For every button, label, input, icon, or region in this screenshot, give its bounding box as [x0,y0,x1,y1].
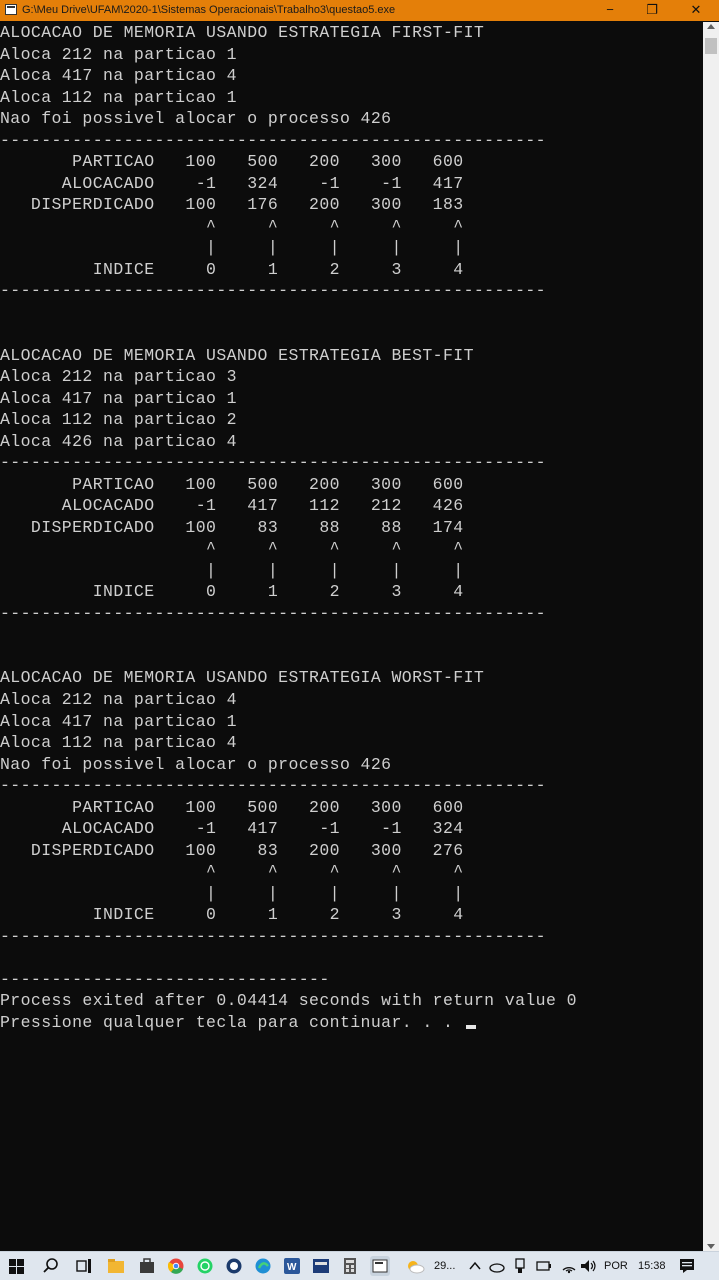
console-line: Aloca 212 na particao 3 [0,367,237,387]
wifi-icon[interactable] [561,1258,577,1274]
console-line: ----------------------------------------… [0,603,546,623]
console-line: ----------------------------------------… [0,926,546,946]
console-line: Aloca 112 na particao 2 [0,410,237,430]
console-line [0,302,703,324]
console-line: ----------------------------------------… [0,281,546,301]
console-line: ALOCACADO -1 417 112 212 426 [0,496,464,516]
console-line [0,947,703,969]
console-line: DISPERDICADO 100 176 200 300 183 [0,195,464,215]
console-line: INDICE 0 1 2 3 4 [0,582,464,602]
console-line: | | | | | [0,883,464,903]
weather-temp[interactable]: 29... [434,1260,456,1272]
console-line: ^ ^ ^ ^ ^ [0,216,464,236]
minimize-button[interactable]: − [606,2,614,17]
console-line: ALOCACAO DE MEMORIA USANDO ESTRATEGIA FI… [0,23,485,42]
console-line: DISPERDICADO 100 83 88 88 174 [0,517,464,537]
console-line: Aloca 112 na particao 1 [0,87,237,107]
console-line: ^ ^ ^ ^ ^ [0,862,464,882]
console-line: -------------------------------- [0,969,330,989]
console-line: Pressione qualquer tecla para continuar.… [0,1012,703,1034]
console-line: Aloca 417 na particao 1 [0,711,237,731]
scroll-thumb[interactable] [705,38,717,54]
chevron-up-icon[interactable] [469,1261,481,1271]
console-line [0,646,703,668]
console-line: INDICE 0 1 2 3 4 [0,905,464,925]
console-line: ^ ^ ^ ^ ^ [0,539,464,559]
console-line: Process exited after 0.04414 seconds wit… [0,991,577,1011]
console-line: Aloca 426 na particao 4 [0,431,237,451]
title-bar: G:\Meu Drive\UFAM\2020-1\Sistemas Operac… [0,0,719,21]
store-icon[interactable] [139,1258,155,1274]
console-line: | | | | | [0,238,464,258]
notifications-icon[interactable] [679,1258,695,1274]
scroll-up-icon[interactable] [707,24,715,29]
console-line: ----------------------------------------… [0,453,546,473]
vertical-scrollbar[interactable] [703,22,719,1252]
scroll-down-icon[interactable] [707,1244,715,1249]
console-line: ----------------------------------------… [0,776,546,796]
close-button[interactable]: ✕ [690,2,702,17]
console-line [0,323,703,345]
console-line: Aloca 212 na particao 1 [0,44,237,64]
console-line: Nao foi possivel alocar o processo 426 [0,754,392,774]
console-line: PARTICAO 100 500 200 300 600 [0,797,464,817]
svg-text:W: W [287,1262,297,1273]
console-line: PARTICAO 100 500 200 300 600 [0,152,464,172]
clock[interactable]: 15:38 [638,1260,666,1272]
console-line: INDICE 0 1 2 3 4 [0,259,464,279]
console-line: ALOCACAO DE MEMORIA USANDO ESTRATEGIA WO… [0,668,485,688]
console-line: Aloca 212 na particao 4 [0,689,237,709]
app-icon-a[interactable] [226,1258,242,1274]
battery-icon[interactable] [536,1259,552,1273]
console-line [0,624,703,646]
console-line: ----------------------------------------… [0,130,546,150]
restore-button[interactable]: ❐ [646,2,658,17]
edge-icon[interactable] [255,1258,271,1274]
word-icon[interactable]: W [284,1258,300,1274]
taskbar: W 29... POR 15:38 [0,1251,719,1280]
search-icon[interactable] [43,1258,59,1274]
console-taskbar-icon[interactable] [370,1256,390,1276]
usb-icon[interactable] [514,1258,526,1274]
console-line: DISPERDICADO 100 83 200 300 276 [0,840,464,860]
console-line: | | | | | [0,560,464,580]
devcpp-icon[interactable] [313,1258,329,1274]
whatsapp-icon[interactable] [197,1258,213,1274]
console-line: ALOCACADO -1 417 -1 -1 324 [0,819,464,839]
text-cursor [465,1024,476,1029]
chrome-icon[interactable] [167,1258,184,1274]
console-line: Aloca 417 na particao 4 [0,66,237,86]
console-app-icon [5,4,17,15]
task-view-icon[interactable] [76,1258,92,1274]
console-line: Nao foi possivel alocar o processo 426 [0,109,392,129]
weather-icon[interactable] [405,1258,425,1274]
console-line: Aloca 112 na particao 4 [0,733,237,753]
console-output[interactable]: ALOCACAO DE MEMORIA USANDO ESTRATEGIA FI… [0,22,703,1252]
file-explorer-icon[interactable] [108,1258,124,1274]
calculator-icon[interactable] [342,1258,358,1274]
language-indicator[interactable]: POR [604,1260,628,1272]
console-line: Aloca 417 na particao 1 [0,388,237,408]
console-line: PARTICAO 100 500 200 300 600 [0,474,464,494]
console-line: ALOCACADO -1 324 -1 -1 417 [0,173,464,193]
volume-icon[interactable] [580,1258,598,1274]
console-line: ALOCACAO DE MEMORIA USANDO ESTRATEGIA BE… [0,345,474,365]
onedrive-icon[interactable] [489,1259,505,1273]
windows-start-icon[interactable] [9,1259,24,1274]
window-title: G:\Meu Drive\UFAM\2020-1\Sistemas Operac… [22,4,396,16]
